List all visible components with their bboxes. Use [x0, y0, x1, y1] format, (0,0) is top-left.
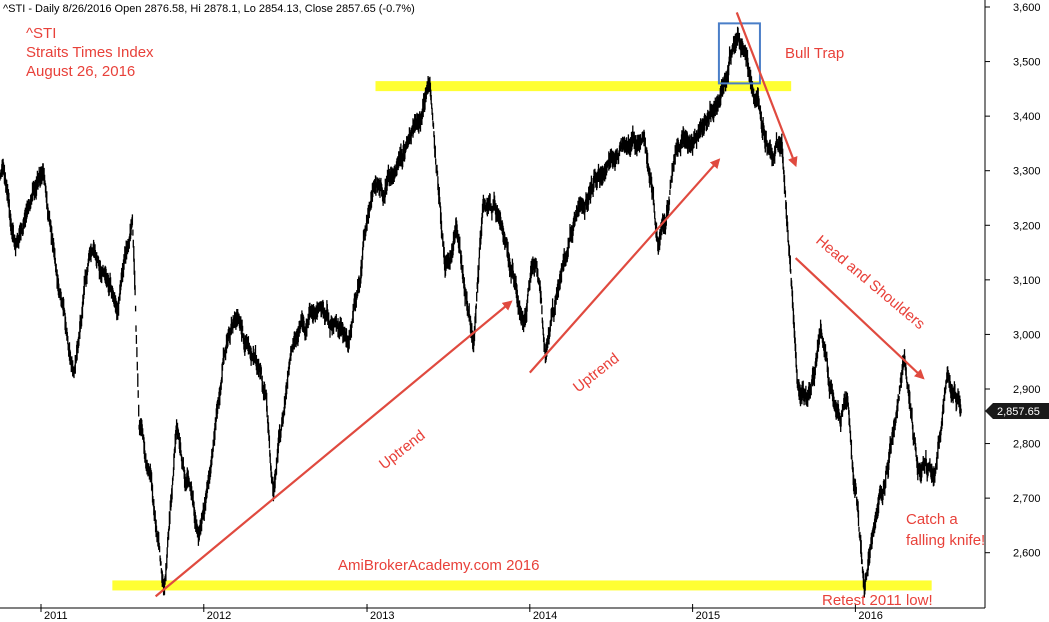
- title-name: Straits Times Index: [26, 44, 154, 61]
- last-price-label: 2,857.65: [997, 406, 1040, 418]
- trend-arrow-1: [528, 158, 721, 374]
- y-tick-label-9: 3,500: [1013, 57, 1041, 69]
- y-tick-label-10: 3,600: [1013, 2, 1041, 14]
- y-tick-label-5: 3,100: [1013, 275, 1041, 287]
- y-tick-label-8: 3,400: [1013, 111, 1041, 123]
- y-tick-label-0: 2,600: [1013, 548, 1041, 560]
- bull-trap-label: Bull Trap: [785, 45, 844, 62]
- highlight-band-1: [112, 580, 932, 591]
- retest-label: Retest 2011 low!: [822, 592, 933, 609]
- bull-trap-rect: [717, 22, 761, 85]
- y-tick-label-1: 2,700: [1013, 493, 1041, 505]
- x-tick-label-5: 2016: [858, 610, 882, 622]
- trend-arrow-0: [154, 300, 513, 598]
- title-date: August 26, 2016: [26, 63, 135, 80]
- head-shoulders-label: Head and Shoulders: [812, 232, 928, 333]
- uptrend-label-1: Uptrend: [376, 427, 429, 473]
- y-tick-label-6: 3,200: [1013, 220, 1041, 232]
- y-tick-label-4: 3,000: [1013, 329, 1041, 341]
- price-series: [0, 26, 962, 597]
- trend-arrow-2: [735, 12, 798, 168]
- highlight-band-0: [375, 81, 792, 92]
- x-axis-ticks: 2011 2012 2013 2014 2015 2016: [40, 604, 883, 622]
- y-tick-label-3: 2,900: [1013, 384, 1041, 396]
- trend-arrows: [154, 12, 925, 598]
- x-tick-label-2: 2013: [370, 610, 394, 622]
- highlight-levels: [112, 81, 932, 591]
- catch-knife-label-2: falling knife!: [906, 532, 985, 549]
- bull-trap-box: [717, 22, 761, 85]
- catch-knife-label-1: Catch a: [906, 511, 958, 528]
- price-bars: [0, 26, 962, 597]
- chart-header: ^STI - Daily 8/26/2016 Open 2876.58, Hi …: [3, 3, 415, 15]
- trend-arrow-3: [794, 257, 925, 380]
- uptrend-label-2: Uptrend: [570, 350, 623, 396]
- last-price-tag: 2,857.65: [985, 403, 1049, 419]
- x-tick-label-1: 2012: [207, 610, 231, 622]
- watermark: AmiBrokerAcademy.com 2016: [338, 557, 539, 574]
- y-tick-label-2: 2,800: [1013, 439, 1041, 451]
- x-tick-label-0: 2011: [44, 610, 68, 622]
- x-tick-label-3: 2014: [533, 610, 557, 622]
- y-tick-label-7: 3,300: [1013, 166, 1041, 178]
- title-symbol: ^STI: [26, 25, 56, 42]
- x-tick-label-4: 2015: [696, 610, 720, 622]
- y-axis-ticks: 2,600 2,700 2,800 2,900 3,000 3,100 3,200 3,300…: [985, 2, 1041, 560]
- last-price-tag-bg: [985, 403, 1049, 419]
